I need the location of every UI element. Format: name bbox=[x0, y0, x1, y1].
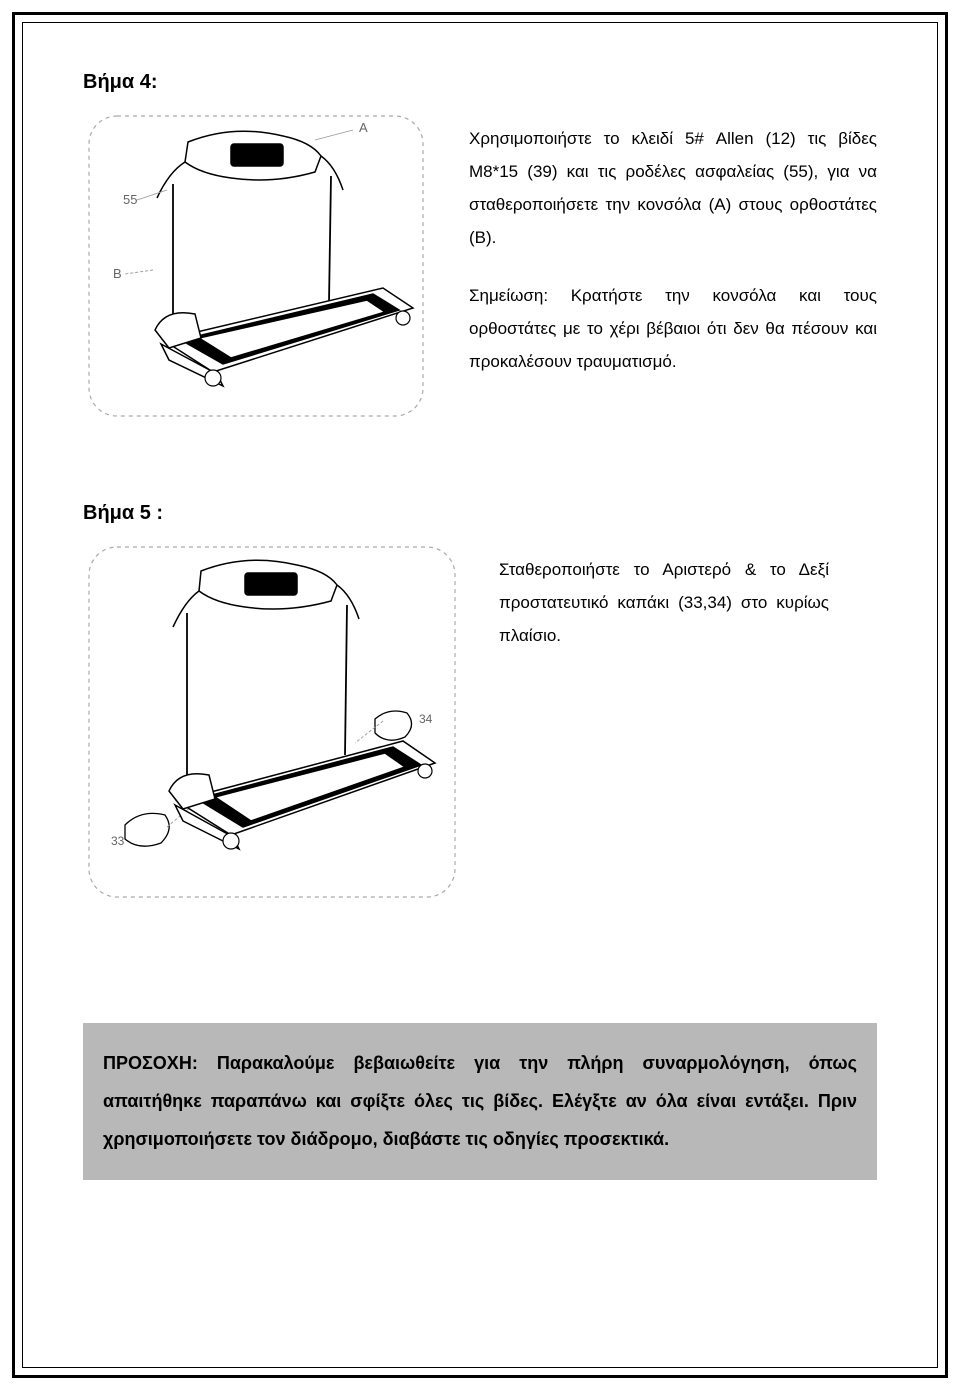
step4-para2: Σημείωση: Κρατήστε την κονσόλα και τους … bbox=[469, 279, 877, 378]
step5-text: Σταθεροποιήστε το Αριστερό & το Δεξί προ… bbox=[499, 543, 829, 652]
step4-text: Χρησιμοποιήστε το κλειδί 5# Allen (12) τ… bbox=[469, 112, 877, 402]
step5-para1: Σταθεροποιήστε το Αριστερό & το Δεξί προ… bbox=[499, 553, 829, 652]
svg-text:A: A bbox=[359, 120, 368, 135]
step4-heading: Βήμα 4: bbox=[83, 71, 877, 94]
svg-text:34: 34 bbox=[419, 712, 433, 726]
step5-row: 33 34 Σταθεροποιήστε το Αριστερό & το Δε… bbox=[83, 543, 877, 903]
step4-row: A 55 B bbox=[83, 112, 877, 422]
svg-text:33: 33 bbox=[111, 834, 125, 848]
treadmill-diagram-step4: A 55 B bbox=[83, 112, 433, 422]
step5-heading: Βήμα 5 : bbox=[83, 502, 877, 525]
svg-text:B: B bbox=[113, 266, 122, 281]
page-content: Βήμα 4: A 55 B bbox=[22, 22, 938, 1368]
svg-text:55: 55 bbox=[123, 192, 137, 207]
step4-para1: Χρησιμοποιήστε το κλειδί 5# Allen (12) τ… bbox=[469, 122, 877, 255]
treadmill-diagram-step5: 33 34 bbox=[83, 543, 463, 903]
notice-box: ΠΡΟΣΟΧΗ: Παρακαλούμε βεβαιωθείτε για την… bbox=[83, 1023, 877, 1180]
